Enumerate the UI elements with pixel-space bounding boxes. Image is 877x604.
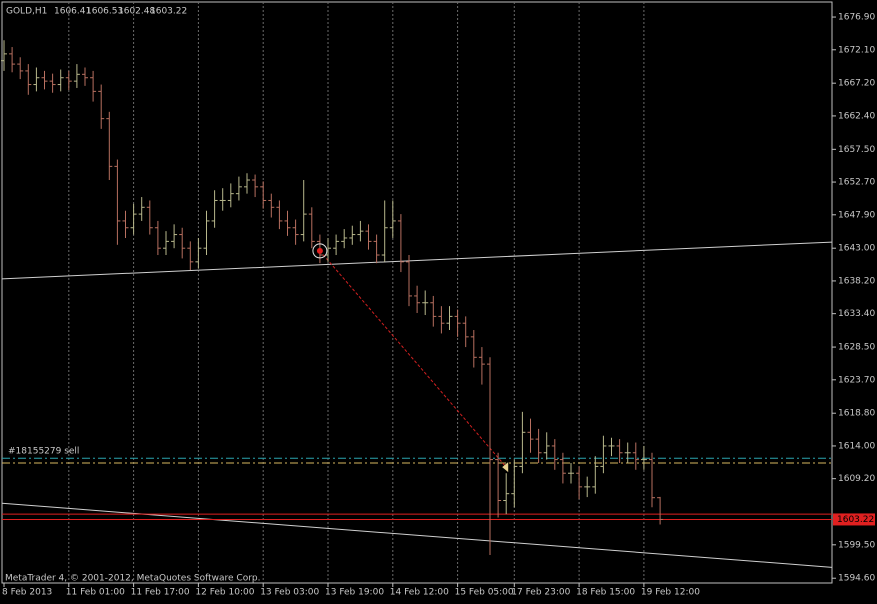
y-tick-label: 1609.20 xyxy=(838,474,875,484)
x-tick-label: 11 Feb 01:00 xyxy=(66,588,125,598)
y-tick-label: 1657.50 xyxy=(838,145,875,155)
y-tick-label: 1614.00 xyxy=(838,441,875,451)
y-tick-label: 1652.70 xyxy=(838,178,875,188)
y-tick-label: 1647.90 xyxy=(838,210,875,220)
y-tick-label: 1628.50 xyxy=(838,343,875,353)
y-tick-label: 1633.40 xyxy=(838,309,875,319)
y-tick-label: 1643.00 xyxy=(838,244,875,254)
y-tick-label: 1667.20 xyxy=(838,79,875,89)
symbol: GOLD,H1 xyxy=(6,7,47,17)
y-tick-label: 1599.50 xyxy=(838,540,875,550)
y-tick-label: 1638.20 xyxy=(838,276,875,286)
x-tick-label: 14 Feb 12:00 xyxy=(390,588,449,598)
header-high: 1606.53 xyxy=(86,7,123,17)
x-tick-label: 15 Feb 05:00 xyxy=(455,588,514,598)
price-tag xyxy=(833,513,875,526)
x-tick-label: 18 Feb 15:00 xyxy=(576,588,635,598)
y-tick-label: 1594.60 xyxy=(838,574,875,584)
header-low: 1602.48 xyxy=(118,7,155,17)
y-tick-label: 1618.80 xyxy=(838,409,875,419)
x-tick-label: 19 Feb 12:00 xyxy=(641,588,700,598)
y-tick-label: 1672.10 xyxy=(838,45,875,55)
header-open: 1606.41 xyxy=(54,7,91,17)
order-open-icon xyxy=(312,243,328,259)
x-tick-label: 13 Feb 19:00 xyxy=(325,588,384,598)
x-tick-label: 12 Feb 10:00 xyxy=(195,588,254,598)
order-label: #18155279 sell xyxy=(8,447,79,457)
x-tick-label: 11 Feb 17:00 xyxy=(131,588,190,598)
x-tick-label: 17 Feb 23:00 xyxy=(511,588,570,598)
footer: MetaTrader 4, © 2001-2012, MetaQuotes So… xyxy=(5,574,261,584)
trendline xyxy=(1,241,833,280)
header-close: 1603.22 xyxy=(150,7,187,17)
price-tag-label: 1603.22 xyxy=(837,515,874,525)
y-tick-label: 1676.90 xyxy=(838,13,875,23)
x-tick-label: 13 Feb 03:00 xyxy=(260,588,319,598)
order-open-dot xyxy=(316,247,323,254)
y-tick-label: 1623.70 xyxy=(838,375,875,385)
y-tick-label: 1662.40 xyxy=(838,111,875,121)
x-tick-label: 8 Feb 2013 xyxy=(2,588,52,598)
order-close-icon xyxy=(502,462,509,473)
plot-frame xyxy=(1,1,833,584)
order-line xyxy=(319,250,507,468)
